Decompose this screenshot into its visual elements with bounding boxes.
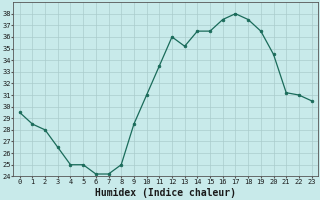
X-axis label: Humidex (Indice chaleur): Humidex (Indice chaleur)	[95, 188, 236, 198]
